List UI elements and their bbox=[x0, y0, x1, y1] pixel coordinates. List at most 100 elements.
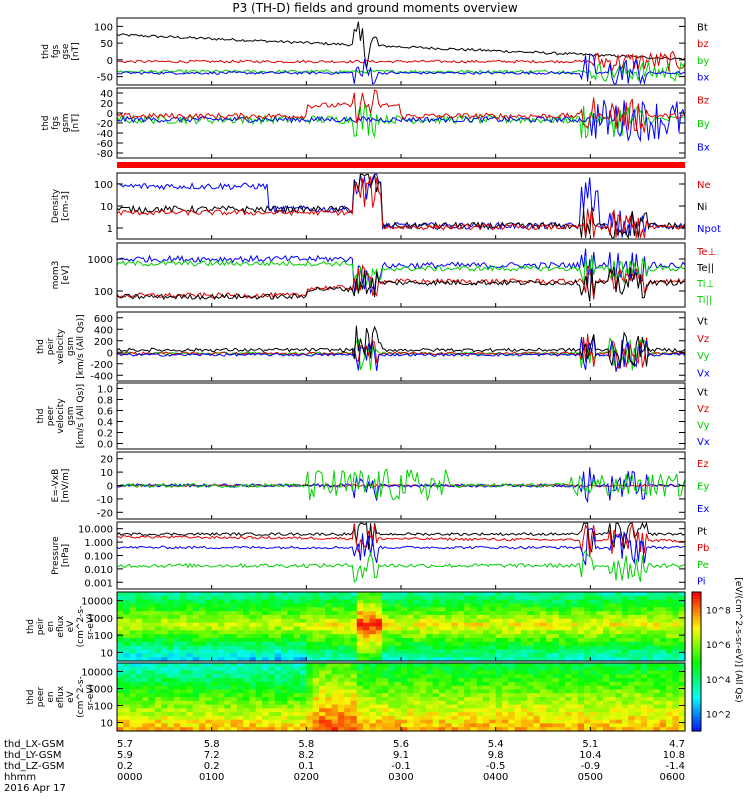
peir-spectrogram-cell bbox=[325, 595, 333, 601]
colorbar-cell bbox=[692, 710, 701, 715]
peer-spectrogram-cell bbox=[369, 670, 377, 675]
peer-spectrogram-cell bbox=[356, 704, 364, 709]
peir-spectrogram-cell bbox=[230, 645, 238, 651]
peer-spectrogram-cell bbox=[508, 727, 516, 732]
peir-spectrogram-cell bbox=[520, 653, 528, 658]
colorbar-cell bbox=[692, 595, 701, 600]
peer-spectrogram-cell bbox=[167, 689, 175, 694]
peer-spectrogram-cell bbox=[319, 693, 326, 698]
peir-spectrogram-cell bbox=[438, 638, 446, 643]
peer-spectrogram-cell bbox=[274, 723, 282, 728]
peer-spectrogram-cell bbox=[666, 693, 673, 698]
peir-spectrogram-cell bbox=[300, 626, 307, 631]
peir-spectrogram-cell bbox=[337, 611, 345, 616]
peer-spectrogram-cell bbox=[129, 700, 137, 706]
peer-spectrogram-cell bbox=[211, 693, 219, 698]
peer-spectrogram-cell bbox=[375, 715, 383, 721]
peer-spectrogram-cell bbox=[476, 685, 484, 691]
peer-spectrogram-cell bbox=[186, 704, 194, 709]
peer-spectrogram-cell bbox=[350, 670, 358, 675]
peir-spectrogram-cell bbox=[129, 630, 137, 635]
peer-spectrogram-cell bbox=[678, 697, 686, 702]
peir-spectrogram-cell bbox=[640, 618, 648, 624]
peir-spectrogram-cell bbox=[451, 653, 459, 658]
peer-spectrogram-cell bbox=[173, 670, 181, 675]
peer-spectrogram-cell bbox=[546, 723, 554, 728]
peir-spectrogram-cell bbox=[628, 599, 636, 605]
peer-spectrogram-cell bbox=[451, 666, 459, 672]
peer-spectrogram-cell bbox=[325, 697, 333, 702]
peer-spectrogram-cell bbox=[634, 663, 642, 668]
peer-spectrogram-cell bbox=[508, 697, 516, 702]
peir-spectrogram-cell bbox=[666, 595, 673, 601]
peir-spectrogram-cell bbox=[369, 649, 377, 654]
peer-spectrogram-cell bbox=[508, 708, 516, 713]
peer-spectrogram-cell bbox=[173, 700, 181, 706]
peer-spectrogram-cell bbox=[281, 670, 288, 675]
peer-spectrogram-cell bbox=[666, 678, 673, 683]
peir-spectrogram-cell bbox=[281, 622, 288, 628]
peer-spectrogram-cell bbox=[186, 727, 194, 732]
peer-spectrogram-cell bbox=[596, 663, 604, 668]
peir-velocity-frame bbox=[116, 311, 686, 382]
temperature-legend-0: Te⊥ bbox=[696, 247, 716, 258]
peir-spectrogram-cell bbox=[356, 641, 364, 647]
peer-spectrogram-cell bbox=[508, 663, 516, 668]
peer-spectrogram-cell bbox=[426, 719, 434, 725]
peir-spectrogram-cell bbox=[173, 638, 181, 643]
peer-spectrogram-cell bbox=[167, 700, 175, 706]
peer-spectrogram-cell bbox=[363, 663, 370, 668]
peir-spectrogram-cell bbox=[356, 645, 364, 651]
peer-spectrogram-cell bbox=[483, 689, 490, 694]
peir-spectrogram-cell bbox=[590, 634, 598, 639]
peer-spectrogram-cell bbox=[539, 704, 547, 709]
peer-spectrogram-cell bbox=[180, 727, 187, 732]
peer-spectrogram-cell bbox=[331, 678, 339, 683]
peir-spectrogram-cell bbox=[407, 649, 415, 654]
peir-spectrogram-cell bbox=[186, 599, 194, 605]
peir-spectrogram-cell bbox=[520, 638, 528, 643]
peir-spectrogram-cell bbox=[236, 595, 244, 601]
peir-spectrogram-cell bbox=[628, 611, 636, 616]
peer-spectrogram-cell bbox=[577, 697, 585, 702]
peer-spectrogram-cell bbox=[337, 719, 345, 725]
peer-spectrogram-cell bbox=[369, 704, 377, 709]
peir-spectrogram-cell bbox=[142, 634, 150, 639]
peer-spectrogram-cell bbox=[167, 674, 175, 679]
peer-spec-ylabel-line: sr-eV) bbox=[86, 684, 96, 710]
peer-spectrogram-cell bbox=[199, 704, 206, 709]
peir-spectrogram-cell bbox=[533, 634, 541, 639]
peer-spectrogram-cell bbox=[520, 666, 528, 672]
peir-spectrogram-cell bbox=[502, 634, 509, 639]
peir-spectrogram-cell bbox=[672, 638, 680, 643]
peer-spectrogram-cell bbox=[653, 712, 661, 717]
peer-spectrogram-cell bbox=[546, 693, 554, 698]
peir-spectrogram-cell bbox=[590, 618, 598, 624]
peer-spectrogram-cell bbox=[192, 674, 200, 679]
peir-spectrogram-cell bbox=[666, 599, 673, 605]
peer-spectrogram-cell bbox=[451, 693, 459, 698]
peer-spectrogram-cell bbox=[287, 666, 295, 672]
peir-spectrogram-cell bbox=[476, 645, 484, 651]
peir-spectrogram-cell bbox=[388, 657, 396, 662]
peer-spectrogram-cell bbox=[609, 678, 617, 683]
peer-spectrogram-cell bbox=[640, 723, 648, 728]
peir-spectrogram-cell bbox=[546, 615, 554, 620]
peir-spectrogram-cell bbox=[356, 618, 364, 624]
peir-spectrogram-cell bbox=[148, 607, 156, 612]
peer-spectrogram-cell bbox=[457, 700, 465, 706]
xrow-tick: -0.9 bbox=[581, 761, 601, 772]
peir-spectrogram-cell bbox=[293, 618, 301, 624]
peer-spectrogram-cell bbox=[186, 685, 194, 691]
peer-spectrogram-cell bbox=[344, 712, 352, 717]
peer-spectrogram-cell bbox=[552, 685, 560, 691]
peer-spectrogram-cell bbox=[640, 689, 648, 694]
peer-spectrogram-cell bbox=[483, 663, 490, 668]
peer-spectrogram-cell bbox=[331, 712, 339, 717]
peer-spectrogram-cell bbox=[243, 685, 251, 691]
peer-spectrogram-cell bbox=[413, 689, 421, 694]
peir-spectrogram-cell bbox=[382, 603, 389, 608]
peir-spectrogram-cell bbox=[142, 595, 150, 601]
peer-spectrogram-cell bbox=[192, 681, 200, 687]
peer-spectrogram-cell bbox=[319, 700, 326, 706]
